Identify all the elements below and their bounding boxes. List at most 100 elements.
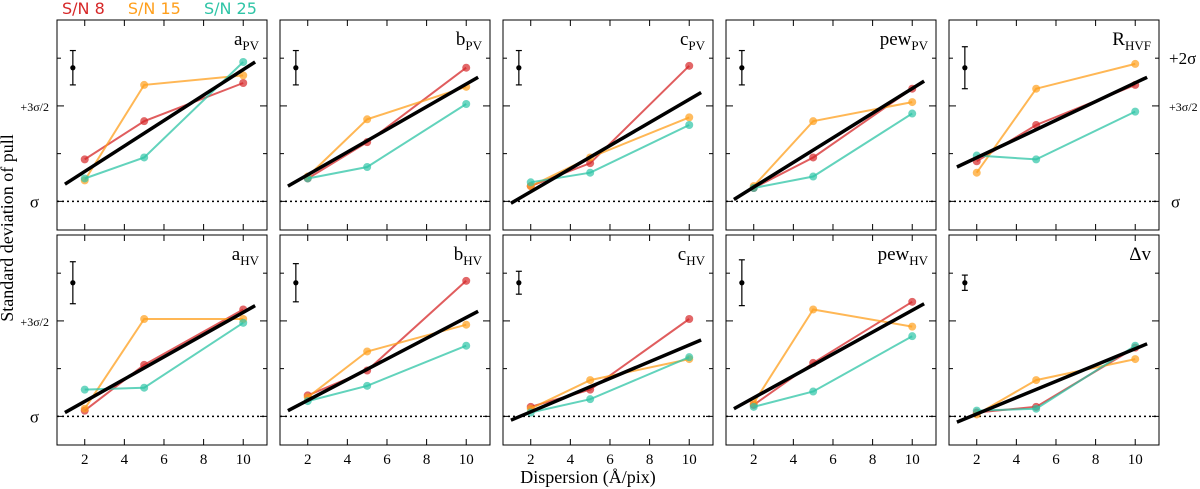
fit-line: [64, 304, 256, 415]
x-tick-label: 6: [606, 452, 614, 468]
data-point: [586, 168, 595, 177]
panel-frame: [725, 234, 937, 446]
errorbar-point: [70, 280, 76, 286]
x-tick-label: 2: [304, 452, 312, 468]
data-point: [1032, 155, 1041, 164]
fit-line: [287, 75, 479, 188]
panel-frame: [56, 19, 268, 231]
x-tick-label: 4: [344, 452, 352, 468]
data-point: [908, 98, 917, 107]
data-point: [685, 61, 694, 70]
series-line-sn25: [530, 356, 690, 414]
x-tick-label: 6: [383, 452, 391, 468]
panel-title: bPV: [456, 29, 483, 53]
panel-frame: [502, 234, 714, 446]
data-point: [80, 385, 89, 394]
data-point: [462, 100, 471, 108]
panel-title: RHVF: [1112, 29, 1151, 53]
x-tick-label: 4: [567, 452, 575, 468]
data-point: [363, 115, 372, 124]
data-point: [1131, 355, 1140, 364]
errorbar-point: [293, 65, 299, 71]
panel-R_HVF: σ +3σ/2 +2σ RHVF: [948, 19, 1198, 231]
series-line-sn8: [530, 65, 690, 188]
panel-frame: [948, 19, 1160, 231]
x-tick-label: 2: [527, 452, 535, 468]
x-tick-label: 10: [236, 452, 251, 468]
data-point: [462, 63, 471, 72]
data-point: [80, 404, 89, 413]
data-point: [685, 113, 694, 122]
panel-frame: [279, 234, 491, 446]
legend-sn15: S/N 15: [127, 0, 181, 18]
series-line-sn25: [307, 344, 467, 403]
y-tick-label-three-halves-right: +3σ/2: [1169, 100, 1198, 114]
legend-sn8: S/N 8: [62, 0, 105, 18]
errorbar-point: [962, 65, 968, 71]
data-point: [749, 402, 758, 411]
x-tick-label: 6: [1052, 452, 1060, 468]
y-axis-label: Standard deviation of pull: [0, 134, 17, 321]
panel-b_PV: bPV: [279, 19, 491, 231]
data-point: [526, 178, 535, 187]
fit-line: [733, 302, 925, 411]
x-tick-label: 6: [829, 452, 837, 468]
x-tick-label: 8: [423, 452, 431, 468]
y-tick-label-sigma: σ: [30, 407, 39, 426]
panel-title: cPV: [680, 29, 706, 53]
data-point: [1032, 404, 1041, 413]
data-point: [972, 168, 981, 177]
panel-frame: [502, 19, 714, 231]
x-tick-label: 8: [646, 452, 654, 468]
errorbar-point: [739, 65, 745, 71]
panel-title: aPV: [234, 29, 260, 53]
fit-line: [956, 75, 1148, 169]
x-tick-label: 4: [790, 452, 798, 468]
x-tick-label: 2: [750, 452, 758, 468]
data-point: [586, 376, 595, 385]
errorbar-point: [70, 65, 76, 71]
x-axis-label: Dispersion (Å/pix): [520, 467, 655, 488]
data-point: [1131, 107, 1140, 116]
x-tick-label: 10: [459, 452, 474, 468]
data-point: [140, 383, 149, 392]
data-point: [586, 395, 595, 404]
x-tick-label: 4: [1013, 452, 1021, 468]
data-point: [140, 80, 149, 89]
panel-pew_PV: pewPV: [725, 19, 937, 231]
fit-line: [510, 91, 702, 205]
legend-sn25: S/N 25: [203, 0, 257, 18]
data-point: [908, 109, 917, 118]
data-point: [809, 153, 818, 162]
fit-line: [956, 342, 1148, 424]
data-point: [1032, 84, 1041, 93]
data-point: [140, 153, 149, 162]
data-point: [462, 276, 471, 285]
legend: S/N 8 S/N 15 S/N 25: [62, 0, 275, 18]
fit-line: [732, 79, 926, 201]
panel-b_HV: 2 4 6 8 10 bHV: [279, 234, 491, 468]
errorbar-point: [516, 280, 522, 286]
data-point: [809, 387, 818, 396]
errorbar-point: [516, 65, 522, 71]
x-tick-label: 8: [869, 452, 877, 468]
data-point: [462, 341, 471, 350]
data-point: [908, 322, 917, 331]
fit-line: [510, 338, 702, 422]
x-tick-label: 10: [682, 452, 697, 468]
data-point: [586, 159, 595, 168]
errorbar-point: [293, 280, 299, 286]
data-point: [1032, 376, 1041, 385]
panel-title: pewPV: [880, 29, 929, 53]
errorbar-point: [739, 280, 745, 286]
data-point: [685, 121, 694, 129]
data-point: [908, 297, 917, 306]
panel-c_PV: cPV: [502, 19, 714, 231]
data-point: [80, 174, 89, 183]
y-tick-label-three-halves: +3σ/2: [20, 100, 49, 114]
data-point: [809, 117, 818, 126]
x-tick-label: 8: [200, 452, 208, 468]
x-tick-label: 4: [121, 452, 129, 468]
panel-pew_HV: 2 4 6 8 10 pewHV: [725, 234, 937, 468]
